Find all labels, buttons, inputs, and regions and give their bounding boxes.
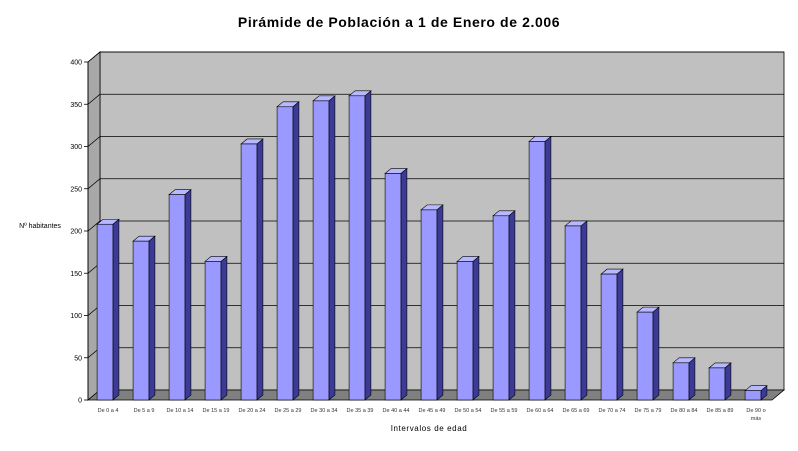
bar-side bbox=[184, 189, 192, 401]
bar-front bbox=[492, 215, 510, 401]
bar-front bbox=[240, 143, 258, 401]
bar-front bbox=[312, 100, 330, 401]
bar-side bbox=[472, 255, 480, 401]
bar-front bbox=[96, 223, 114, 401]
bar bbox=[132, 235, 156, 401]
bars bbox=[96, 90, 768, 401]
bar-front bbox=[420, 209, 438, 401]
bar bbox=[96, 218, 120, 401]
y-tick-labels: 0 50 100 150 200 250 300 350 400 bbox=[70, 60, 82, 405]
bar-side bbox=[688, 357, 696, 401]
y-tick-label: 50 bbox=[74, 355, 82, 362]
gridline bbox=[87, 220, 784, 232]
bar-front bbox=[708, 367, 726, 401]
bar-side bbox=[328, 95, 336, 401]
x-tick-label: De 60 a 64 bbox=[527, 408, 554, 414]
y-tick-label: 400 bbox=[70, 60, 82, 67]
x-tick-label: De 10 a 14 bbox=[167, 408, 194, 414]
y-tick-label: 250 bbox=[70, 186, 82, 193]
bar-side bbox=[544, 135, 552, 401]
bar-front bbox=[672, 362, 690, 401]
bar-side bbox=[436, 204, 444, 401]
x-tick-label: De 5 a 9 bbox=[134, 408, 155, 414]
bar-front bbox=[744, 390, 762, 401]
bar bbox=[312, 95, 336, 401]
y-tick-label: 200 bbox=[70, 229, 82, 236]
gridline bbox=[87, 51, 784, 63]
bar bbox=[600, 268, 624, 401]
bar-side bbox=[724, 362, 732, 401]
bar bbox=[276, 101, 300, 401]
y-tick-label: 100 bbox=[70, 313, 82, 320]
x-tick-label: De 55 a 59 bbox=[491, 408, 518, 414]
gridline bbox=[87, 93, 784, 105]
x-tick-label: De 85 a 89 bbox=[707, 408, 734, 414]
bar-side bbox=[112, 218, 120, 401]
bar bbox=[204, 255, 228, 401]
x-tick-label: De 25 a 29 bbox=[275, 408, 302, 414]
x-tick-label: De 75 a 79 bbox=[635, 408, 662, 414]
bar-front bbox=[204, 261, 222, 401]
x-tick-label: De 45 a 49 bbox=[419, 408, 446, 414]
y-tick-label: 150 bbox=[70, 271, 82, 278]
bar-front bbox=[600, 273, 618, 401]
bar-side bbox=[220, 255, 228, 401]
bar-front bbox=[636, 311, 654, 401]
chart-title: Pirámide de Población a 1 de Enero de 2.… bbox=[237, 14, 561, 30]
bar-side bbox=[616, 268, 624, 401]
bar-side bbox=[292, 101, 300, 401]
gridline bbox=[87, 178, 784, 190]
y-tick-label: 300 bbox=[70, 144, 82, 151]
x-tick-labels: De 0 a 4 De 5 a 9 De 10 a 14 De 15 a 19 De 2… bbox=[98, 408, 766, 422]
x-tick-label: De 40 a 44 bbox=[383, 408, 410, 414]
bar-side bbox=[652, 306, 660, 401]
bar-front bbox=[348, 95, 366, 401]
bar-front bbox=[276, 106, 294, 401]
bar-side bbox=[508, 210, 516, 401]
bar bbox=[456, 255, 480, 401]
bar bbox=[564, 220, 588, 401]
bar bbox=[708, 362, 732, 401]
bar-side bbox=[364, 90, 372, 401]
bar-front bbox=[528, 141, 546, 401]
bar bbox=[384, 167, 408, 401]
bar bbox=[348, 90, 372, 401]
bar-front bbox=[168, 194, 186, 401]
bar-front bbox=[132, 240, 150, 401]
y-tick-label: 0 bbox=[78, 398, 82, 405]
bar-side bbox=[148, 235, 156, 401]
y-axis-label: Nº habitantes bbox=[19, 223, 61, 230]
x-tick-label: De 35 a 39 bbox=[347, 408, 374, 414]
x-axis-label: Intervalos de edad bbox=[390, 424, 468, 433]
bar bbox=[672, 357, 696, 401]
bar-side bbox=[580, 220, 588, 401]
x-tick-label: De 20 a 24 bbox=[239, 408, 266, 414]
bar bbox=[240, 138, 264, 401]
bar-front bbox=[564, 225, 582, 401]
x-tick-label: De 30 a 34 bbox=[311, 408, 338, 414]
x-tick-label: De 65 a 69 bbox=[563, 408, 590, 414]
gridline bbox=[87, 136, 784, 147]
bar bbox=[528, 135, 552, 401]
y-tick-label: 350 bbox=[70, 102, 82, 109]
x-tick-label: De 90 o más bbox=[746, 408, 765, 422]
bar-front bbox=[456, 261, 474, 401]
bar bbox=[636, 306, 660, 401]
bar-side bbox=[400, 167, 408, 401]
x-tick-label: De 0 a 4 bbox=[98, 408, 119, 414]
bar bbox=[420, 204, 444, 401]
x-tick-label: De 80 a 84 bbox=[671, 408, 698, 414]
bar-front bbox=[384, 173, 402, 401]
x-tick-label: De 70 a 74 bbox=[599, 408, 626, 414]
bar bbox=[744, 385, 768, 401]
bar-side bbox=[256, 138, 264, 401]
x-tick-label: De 50 a 54 bbox=[455, 408, 482, 414]
bar bbox=[168, 189, 192, 401]
x-tick-label: De 15 a 19 bbox=[203, 408, 230, 414]
bar bbox=[492, 210, 516, 401]
